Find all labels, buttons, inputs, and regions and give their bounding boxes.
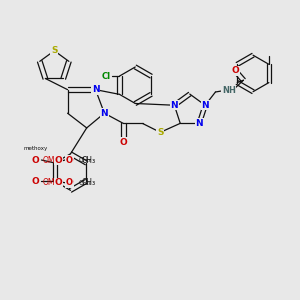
Text: OMe: OMe [43,178,60,187]
Text: N: N [170,101,178,110]
Text: O: O [65,155,73,164]
Text: CH₃: CH₃ [78,157,91,163]
Text: S: S [51,46,58,55]
Text: O: O [32,177,39,186]
Text: N: N [100,109,108,118]
Text: O: O [120,138,128,147]
Text: N: N [92,85,99,94]
Text: O: O [54,155,62,164]
Text: O: O [54,178,62,187]
Text: CH₃: CH₃ [82,155,96,164]
Text: CH₃: CH₃ [78,180,91,186]
Text: N: N [196,119,203,128]
Text: O: O [66,178,73,187]
Text: O: O [32,155,39,164]
Text: O: O [55,155,62,164]
Text: N: N [201,101,209,110]
Text: CH₃: CH₃ [82,178,96,187]
Text: methoxy: methoxy [23,146,48,151]
Text: O: O [65,178,73,187]
Text: O: O [231,66,239,75]
Text: O: O [55,178,62,187]
Text: O: O [66,155,73,164]
Text: Cl: Cl [102,72,111,81]
Text: OMe: OMe [43,155,60,164]
Text: NH: NH [222,86,236,95]
Text: S: S [157,128,164,137]
